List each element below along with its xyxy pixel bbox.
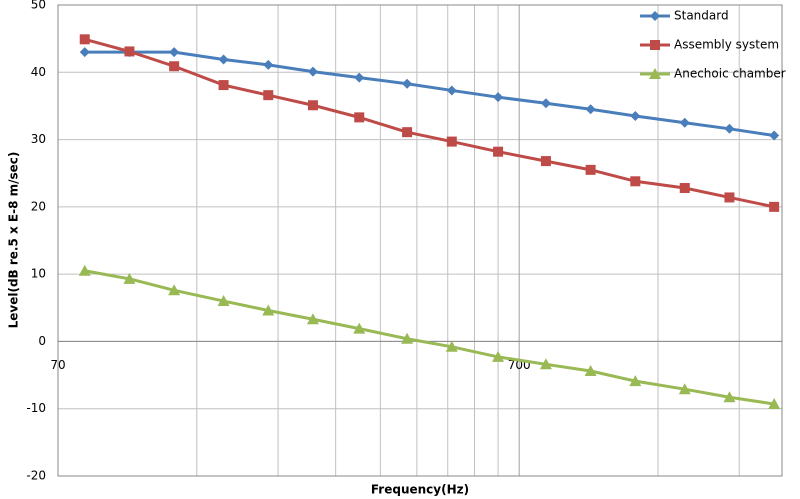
marker: [650, 11, 660, 21]
marker: [217, 295, 230, 307]
y-tick-label: 30: [31, 132, 46, 146]
marker: [446, 85, 457, 96]
x-axis-title: Frequency(Hz): [371, 483, 469, 497]
marker: [307, 100, 318, 111]
legend-label: Anechoic chamber: [674, 67, 786, 81]
marker: [402, 127, 413, 138]
legend-label: Assembly system: [674, 38, 779, 52]
marker: [630, 176, 641, 187]
marker: [492, 350, 505, 362]
marker: [445, 340, 458, 352]
marker: [679, 183, 690, 194]
marker: [169, 61, 180, 72]
marker: [402, 78, 413, 89]
y-tick-label: 40: [31, 65, 46, 79]
marker: [218, 54, 229, 65]
marker: [678, 383, 691, 395]
y-tick-label: 50: [31, 0, 46, 12]
y-tick-label: 10: [31, 267, 46, 281]
marker: [769, 130, 780, 141]
marker: [263, 90, 274, 101]
y-tick-label: -10: [26, 401, 46, 415]
marker: [540, 98, 551, 109]
marker: [306, 313, 319, 325]
marker: [168, 284, 181, 296]
marker: [307, 66, 318, 77]
y-tick-label: 20: [31, 199, 46, 213]
marker: [493, 92, 504, 103]
plot-border: [57, 4, 783, 477]
marker: [79, 47, 90, 58]
marker: [724, 123, 735, 134]
y-axis-title: Level(dB re.5 x E-8 m/sec): [7, 152, 21, 329]
marker: [630, 111, 641, 122]
marker: [769, 201, 780, 212]
marker: [401, 332, 414, 344]
y-tick-label: -20: [26, 469, 46, 483]
marker: [353, 322, 366, 334]
marker: [79, 34, 90, 45]
marker: [354, 72, 365, 83]
marker: [446, 136, 457, 147]
marker: [263, 59, 274, 70]
series-line: [84, 50, 775, 138]
marker: [539, 358, 552, 370]
marker: [169, 47, 180, 58]
marker: [629, 375, 642, 387]
marker: [723, 391, 736, 403]
marker: [724, 192, 735, 203]
series-line: [84, 37, 775, 209]
marker: [123, 272, 136, 284]
marker: [585, 104, 596, 115]
marker: [78, 264, 91, 276]
marker: [650, 40, 660, 50]
series-line: [84, 269, 775, 406]
marker: [584, 365, 597, 377]
marker: [679, 117, 690, 128]
marker: [649, 68, 661, 79]
legend-label: Standard: [674, 9, 729, 23]
x-tick-label: 70: [50, 358, 65, 372]
marker: [585, 164, 596, 175]
marker: [124, 46, 135, 57]
y-tick-label: 0: [38, 334, 46, 348]
marker: [262, 304, 275, 316]
marker: [354, 112, 365, 123]
marker: [218, 80, 229, 91]
marker: [540, 156, 551, 167]
marker: [493, 146, 504, 157]
marker: [768, 398, 781, 410]
